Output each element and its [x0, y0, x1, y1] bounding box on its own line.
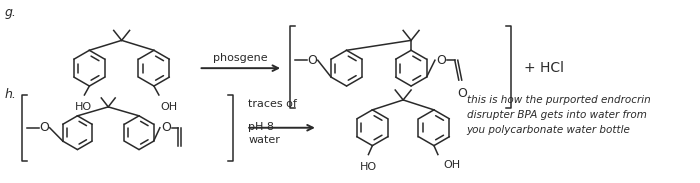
- Text: phosgene: phosgene: [214, 53, 268, 63]
- Text: O: O: [457, 87, 467, 100]
- Text: O: O: [161, 121, 171, 134]
- Text: pH 8: pH 8: [248, 122, 274, 132]
- Text: this is how the purported endrocrin
disrupter BPA gets into water from
you polyc: this is how the purported endrocrin disr…: [467, 95, 650, 135]
- Text: + HCl: + HCl: [524, 61, 564, 75]
- Text: OH: OH: [161, 102, 178, 112]
- Text: traces of: traces of: [248, 99, 297, 109]
- Text: OH: OH: [444, 160, 461, 169]
- Text: water: water: [248, 135, 280, 145]
- Text: O: O: [436, 54, 446, 67]
- Text: h.: h.: [5, 88, 17, 101]
- Text: O: O: [307, 54, 316, 67]
- Text: HO: HO: [75, 102, 92, 112]
- Text: HO: HO: [360, 162, 377, 171]
- Text: g.: g.: [5, 6, 17, 19]
- Text: O: O: [38, 121, 48, 134]
